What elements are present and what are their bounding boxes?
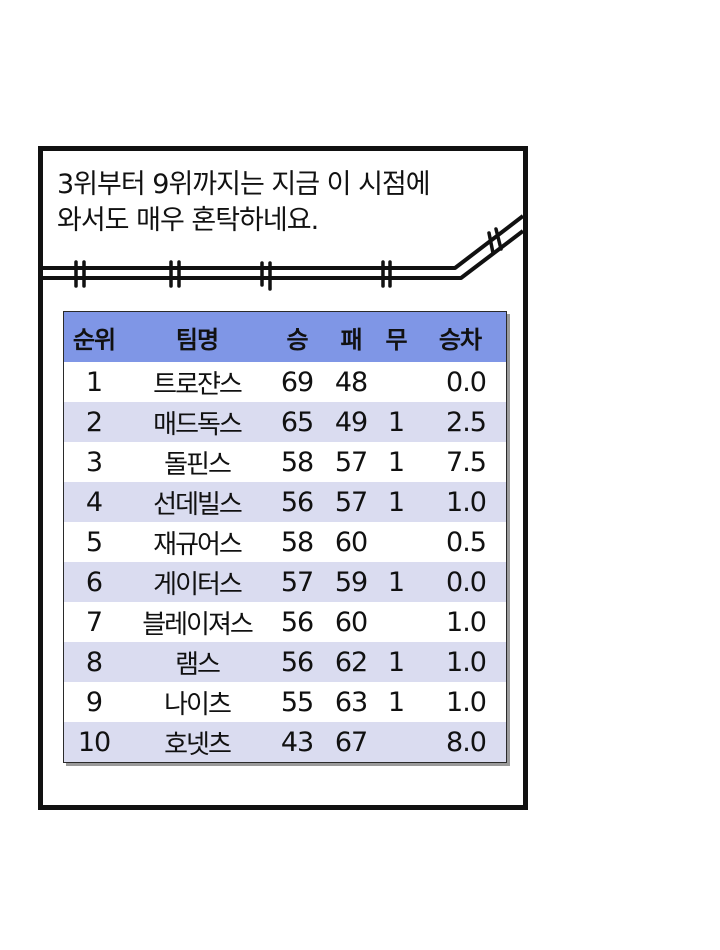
wins-cell: 55 — [280, 686, 314, 718]
table-row: 1 트로쟌스 69 48 0.0 — [64, 362, 506, 402]
wins-cell: 56 — [280, 646, 314, 678]
draws-cell: 1 — [387, 566, 405, 598]
table-row: 6 게이터스 57 59 1 0.0 — [64, 562, 506, 602]
rank-cell: 6 — [85, 566, 103, 598]
caption-line-1: 3위부터 9위까지는 지금 이 시점에 — [57, 169, 431, 200]
rank-cell: 5 — [85, 526, 103, 558]
rank-cell: 4 — [85, 486, 103, 518]
rank-cell: 10 — [77, 726, 111, 758]
games-behind-cell: 1.0 — [446, 486, 487, 518]
table-row: 3 돌핀스 58 57 1 7.5 — [64, 442, 506, 482]
railroad-track-decoration — [43, 214, 523, 291]
games-behind-cell: 0.0 — [446, 366, 487, 398]
team-cell: 선데빌스 — [153, 489, 243, 520]
table-row: 2 매드독스 65 49 1 2.5 — [64, 402, 506, 442]
team-cell: 블레이져스 — [142, 609, 254, 640]
team-cell: 램스 — [175, 649, 221, 680]
table-row: 4 선데빌스 56 57 1 1.0 — [64, 482, 506, 522]
table-row: 9 나이츠 55 63 1 1.0 — [64, 682, 506, 722]
rank-cell: 1 — [85, 366, 103, 398]
draws-cell: 1 — [387, 686, 405, 718]
losses-cell: 59 — [334, 566, 368, 598]
games-behind-cell: 1.0 — [446, 646, 487, 678]
rank-cell: 7 — [85, 606, 103, 638]
wins-cell: 65 — [280, 406, 314, 438]
games-behind-cell: 1.0 — [446, 686, 487, 718]
games-behind-cell: 2.5 — [446, 406, 487, 438]
games-behind-cell: 1.0 — [446, 606, 487, 638]
team-cell: 나이츠 — [164, 689, 232, 720]
losses-cell: 67 — [334, 726, 368, 758]
draws-cell — [378, 722, 414, 762]
losses-cell: 48 — [334, 366, 368, 398]
losses-cell: 49 — [334, 406, 368, 438]
header-team: 팀명 — [175, 325, 219, 354]
comic-panel: 3위부터 9위까지는 지금 이 시점에 와서도 매우 혼탁하네요. — [38, 146, 528, 810]
losses-cell: 63 — [334, 686, 368, 718]
header-draws: 무 — [385, 325, 407, 354]
table-row: 7 블레이져스 56 60 1.0 — [64, 602, 506, 642]
header-games-behind: 승차 — [438, 325, 482, 354]
draws-cell — [378, 522, 414, 562]
wins-cell: 56 — [280, 606, 314, 638]
draws-cell: 1 — [387, 646, 405, 678]
wins-cell: 56 — [280, 486, 314, 518]
losses-cell: 60 — [334, 526, 368, 558]
losses-cell: 57 — [334, 446, 368, 478]
wins-cell: 58 — [280, 526, 314, 558]
wins-cell: 58 — [280, 446, 314, 478]
wins-cell: 69 — [280, 366, 314, 398]
games-behind-cell: 7.5 — [446, 446, 487, 478]
table-row: 10 호넷츠 43 67 8.0 — [64, 722, 506, 762]
draws-cell: 1 — [387, 486, 405, 518]
narration-caption: 3위부터 9위까지는 지금 이 시점에 와서도 매우 혼탁하네요. — [57, 167, 517, 239]
table-row: 8 램스 56 62 1 1.0 — [64, 642, 506, 682]
draws-cell: 1 — [387, 406, 405, 438]
standings-header-row: 순위 팀명 승 패 무 승차 — [64, 312, 506, 362]
team-cell: 게이터스 — [153, 569, 243, 600]
team-cell: 돌핀스 — [164, 449, 232, 480]
losses-cell: 57 — [334, 486, 368, 518]
draws-cell: 1 — [387, 446, 405, 478]
draws-cell — [378, 362, 414, 402]
standings-board: 순위 팀명 승 패 무 승차 1 트로쟌스 69 48 0.0 — [63, 311, 507, 763]
header-wins: 승 — [286, 325, 308, 354]
caption-line-2: 와서도 매우 혼탁하네요. — [57, 205, 319, 236]
table-row: 5 재규어스 58 60 0.5 — [64, 522, 506, 562]
rank-cell: 8 — [85, 646, 103, 678]
rank-cell: 3 — [85, 446, 103, 478]
draws-cell — [378, 602, 414, 642]
rank-cell: 2 — [85, 406, 103, 438]
games-behind-cell: 8.0 — [446, 726, 487, 758]
games-behind-cell: 0.5 — [446, 526, 487, 558]
team-cell: 트로쟌스 — [153, 369, 243, 400]
rank-cell: 9 — [85, 686, 103, 718]
header-losses: 패 — [340, 325, 362, 354]
team-cell: 호넷츠 — [164, 729, 232, 760]
losses-cell: 60 — [334, 606, 368, 638]
games-behind-cell: 0.0 — [446, 566, 487, 598]
team-cell: 재규어스 — [153, 529, 243, 560]
losses-cell: 62 — [334, 646, 368, 678]
header-rank: 순위 — [72, 325, 116, 354]
team-cell: 매드독스 — [153, 409, 243, 440]
wins-cell: 57 — [280, 566, 314, 598]
wins-cell: 43 — [280, 726, 314, 758]
standings-table: 순위 팀명 승 패 무 승차 1 트로쟌스 69 48 0.0 — [64, 312, 506, 762]
